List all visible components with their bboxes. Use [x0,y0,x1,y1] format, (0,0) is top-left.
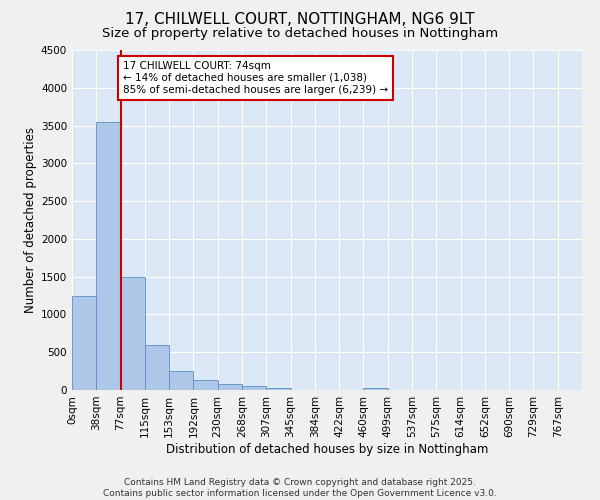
Bar [145,344,169,390]
Text: Contains HM Land Registry data © Crown copyright and database right 2025.
Contai: Contains HM Land Registry data © Crown c… [103,478,497,498]
Bar [169,371,193,390]
Bar [218,384,242,390]
Bar [364,388,388,390]
Bar [193,380,218,390]
Text: 17 CHILWELL COURT: 74sqm
← 14% of detached houses are smaller (1,038)
85% of sem: 17 CHILWELL COURT: 74sqm ← 14% of detach… [123,62,388,94]
X-axis label: Distribution of detached houses by size in Nottingham: Distribution of detached houses by size … [166,442,488,456]
Text: 17, CHILWELL COURT, NOTTINGHAM, NG6 9LT: 17, CHILWELL COURT, NOTTINGHAM, NG6 9LT [125,12,475,28]
Bar [121,276,145,390]
Bar [72,296,96,390]
Text: Size of property relative to detached houses in Nottingham: Size of property relative to detached ho… [102,28,498,40]
Bar [242,386,266,390]
Bar [266,388,290,390]
Y-axis label: Number of detached properties: Number of detached properties [24,127,37,313]
Bar [96,122,121,390]
